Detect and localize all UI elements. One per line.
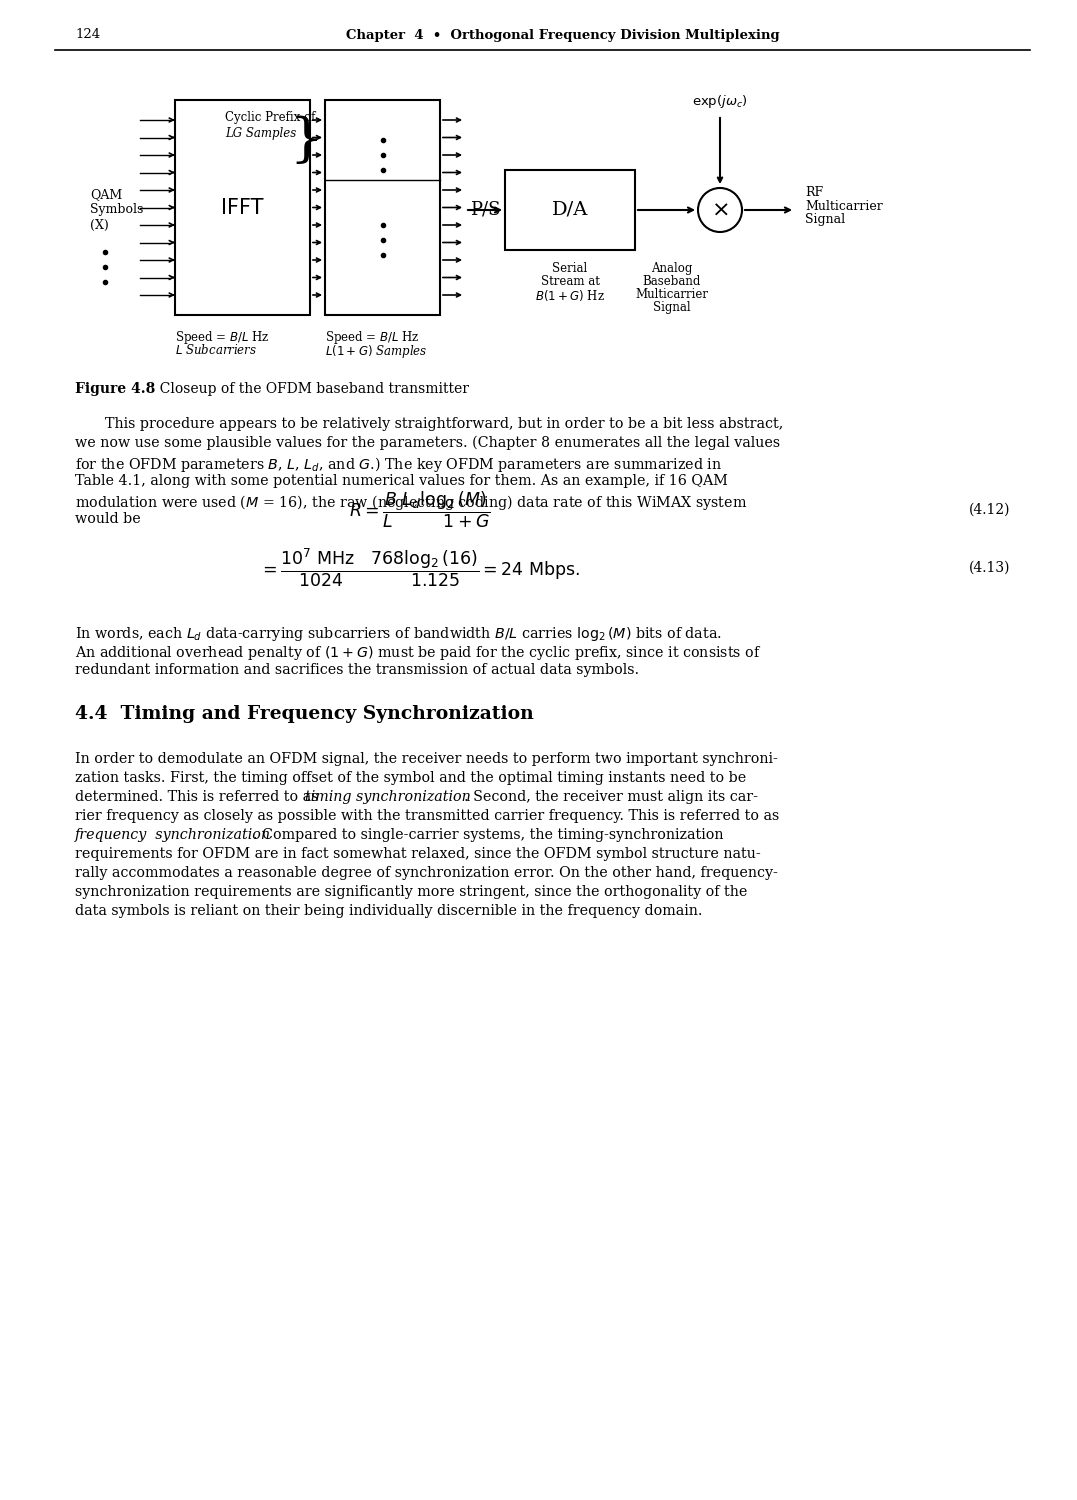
Text: data symbols is reliant on their being individually discernible in the frequency: data symbols is reliant on their being i…	[75, 904, 702, 918]
Text: Speed = $\mathit{B/L}$ Hz: Speed = $\mathit{B/L}$ Hz	[325, 328, 420, 346]
Text: (4.13): (4.13)	[968, 561, 1010, 574]
Text: $L$ Subcarriers: $L$ Subcarriers	[174, 344, 257, 357]
Text: requirements for OFDM are in fact somewhat relaxed, since the OFDM symbol struct: requirements for OFDM are in fact somewh…	[75, 847, 760, 861]
Text: rier frequency as closely as possible with the transmitted carrier frequency. Th: rier frequency as closely as possible wi…	[75, 808, 780, 824]
Text: Table 4.1, along with some potential numerical values for them. As an example, i: Table 4.1, along with some potential num…	[75, 474, 728, 488]
Text: $R = \dfrac{B\ L_d \log_2(M)}{L \qquad\quad 1+G}$: $R = \dfrac{B\ L_d \log_2(M)}{L \qquad\q…	[349, 490, 491, 530]
Text: This procedure appears to be relatively straightforward, but in order to be a bi: This procedure appears to be relatively …	[104, 417, 783, 430]
Text: 124: 124	[75, 28, 100, 42]
Text: RF: RF	[805, 186, 823, 198]
Bar	[174, 100, 310, 315]
Text: determined. This is referred to as: determined. This is referred to as	[75, 790, 323, 804]
Text: $\times$: $\times$	[711, 200, 729, 220]
Text: Cyclic Prefix of: Cyclic Prefix of	[225, 111, 316, 125]
Bar	[325, 100, 440, 315]
Text: $L(1 + G)$ Samples: $L(1 + G)$ Samples	[325, 344, 428, 360]
Text: modulation were used ($M$ = 16), the raw (neglecting coding) data rate of this W: modulation were used ($M$ = 16), the raw…	[75, 494, 747, 512]
Text: (X): (X)	[90, 219, 109, 231]
Text: P/S: P/S	[470, 201, 500, 219]
Text: Chapter  4  •  Orthogonal Frequency Division Multiplexing: Chapter 4 • Orthogonal Frequency Divisio…	[346, 28, 780, 42]
Text: would be: would be	[75, 512, 141, 526]
Text: we now use some plausible values for the parameters. (Chapter 8 enumerates all t: we now use some plausible values for the…	[75, 436, 780, 450]
Text: redundant information and sacrifices the transmission of actual data symbols.: redundant information and sacrifices the…	[75, 663, 639, 676]
Text: Multicarrier: Multicarrier	[805, 200, 883, 213]
Text: frequency  synchronization: frequency synchronization	[75, 828, 271, 842]
Text: . Second, the receiver must align its car-: . Second, the receiver must align its ca…	[464, 790, 758, 804]
Text: Serial: Serial	[553, 262, 588, 274]
Text: Multicarrier: Multicarrier	[635, 288, 708, 302]
Text: for the OFDM parameters $B$, $L$, $L_d$, and $G$.) The key OFDM parameters are s: for the OFDM parameters $B$, $L$, $L_d$,…	[75, 454, 722, 474]
Text: synchronization requirements are significantly more stringent, since the orthogo: synchronization requirements are signifi…	[75, 885, 747, 898]
Text: Baseband: Baseband	[642, 274, 701, 288]
Text: (4.12): (4.12)	[968, 503, 1010, 518]
Text: D/A: D/A	[551, 201, 588, 219]
Text: $\mathrm{exp}(j\omega_c)$: $\mathrm{exp}(j\omega_c)$	[693, 93, 747, 110]
Text: In words, each $L_d$ data-carrying subcarriers of bandwidth $B/L$ carries $\log_: In words, each $L_d$ data-carrying subca…	[75, 626, 722, 644]
Text: 4.4  Timing and Frequency Synchronization: 4.4 Timing and Frequency Synchronization	[75, 705, 534, 723]
Text: }: }	[290, 114, 323, 165]
Text: Speed = $\mathit{B/L}$ Hz: Speed = $\mathit{B/L}$ Hz	[174, 328, 269, 346]
Text: An additional overhead penalty of $(1+G)$ must be paid for the cyclic prefix, si: An additional overhead penalty of $(1+G)…	[75, 644, 761, 662]
Text: LG Samples: LG Samples	[225, 126, 296, 140]
Circle shape	[698, 188, 742, 232]
Text: QAM: QAM	[90, 189, 123, 201]
Text: Closeup of the OFDM baseband transmitter: Closeup of the OFDM baseband transmitter	[151, 382, 468, 396]
Text: timing synchronization: timing synchronization	[305, 790, 471, 804]
Text: Stream at: Stream at	[541, 274, 600, 288]
Text: Signal: Signal	[805, 213, 845, 226]
Text: $B(1 + G)$ Hz: $B(1 + G)$ Hz	[535, 288, 605, 303]
Text: rally accommodates a reasonable degree of synchronization error. On the other ha: rally accommodates a reasonable degree o…	[75, 865, 778, 880]
Text: $= \dfrac{10^7\ \mathrm{MHz} \quad 768\log_2(16)}{1024 \qquad\qquad 1.125} = 24\: $= \dfrac{10^7\ \mathrm{MHz} \quad 768\l…	[260, 546, 581, 590]
Text: Signal: Signal	[653, 302, 690, 313]
Text: Figure 4.8: Figure 4.8	[75, 382, 155, 396]
Text: Analog: Analog	[651, 262, 693, 274]
Bar	[505, 170, 635, 250]
Text: IFFT: IFFT	[221, 198, 264, 217]
Text: zation tasks. First, the timing offset of the symbol and the optimal timing inst: zation tasks. First, the timing offset o…	[75, 771, 746, 784]
Text: Symbols: Symbols	[90, 204, 143, 216]
Text: . Compared to single-carrier systems, the timing-synchronization: . Compared to single-carrier systems, th…	[253, 828, 724, 842]
Text: In order to demodulate an OFDM signal, the receiver needs to perform two importa: In order to demodulate an OFDM signal, t…	[75, 752, 778, 766]
